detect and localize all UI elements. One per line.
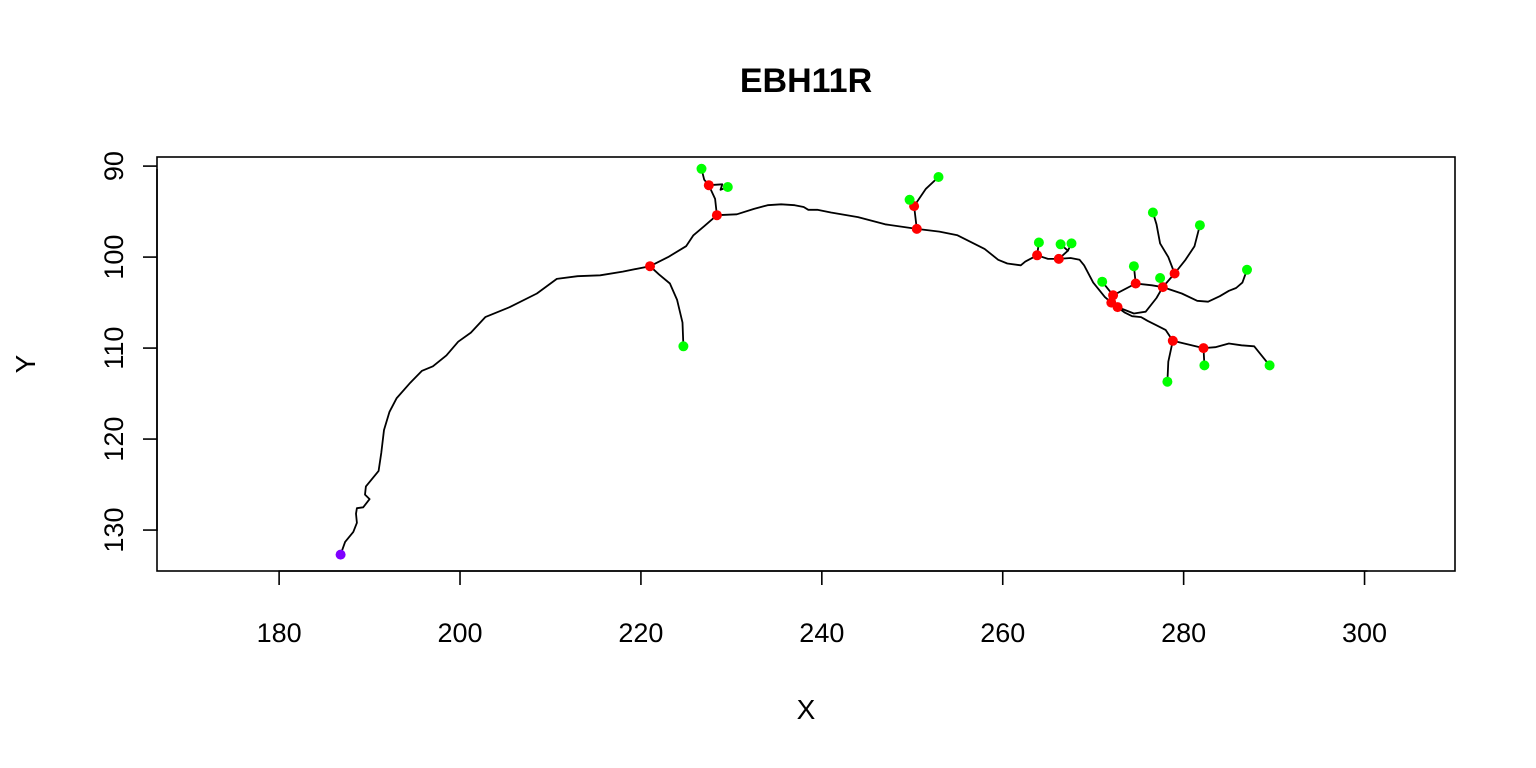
- branch-point-9: [1112, 302, 1123, 313]
- x-tick-label-260: 260: [980, 618, 1025, 648]
- trace-segment-1: [649, 265, 685, 348]
- x-tick-label-240: 240: [799, 618, 844, 648]
- branch-point-0: [645, 261, 655, 272]
- branch-point-4: [911, 223, 922, 234]
- tip-point-1: [696, 163, 707, 174]
- trace-segment-16: [1166, 339, 1174, 383]
- x-tick-label-300: 300: [1342, 618, 1387, 648]
- branch-point-10: [1130, 278, 1141, 289]
- root-point-0: [335, 549, 346, 560]
- tip-point-7: [1066, 238, 1077, 249]
- tip-point-16: [1199, 360, 1210, 371]
- tip-point-0: [678, 341, 689, 352]
- y-tick-label-90: 90: [99, 151, 129, 181]
- branch-point-2: [711, 210, 722, 221]
- chart-title: EBH11R: [740, 62, 872, 100]
- tip-point-6: [1055, 239, 1066, 250]
- branch-point-6: [1053, 253, 1064, 264]
- tip-point-13: [1242, 264, 1252, 275]
- branch-point-1: [703, 180, 714, 191]
- x-tick-label-280: 280: [1161, 618, 1206, 648]
- tip-point-2: [722, 182, 733, 192]
- trace-segment-15: [1161, 268, 1248, 303]
- x-tick-label-200: 200: [437, 618, 482, 648]
- trace-segment-12: [1116, 211, 1176, 315]
- y-axis-label: Y: [10, 354, 41, 373]
- tip-point-11: [1147, 207, 1158, 218]
- tip-point-14: [1264, 360, 1275, 371]
- tip-point-10: [1155, 273, 1166, 283]
- tip-point-9: [1128, 261, 1139, 272]
- tip-point-8: [1097, 276, 1108, 287]
- branch-point-5: [1032, 250, 1043, 261]
- trace-segment-2: [700, 167, 718, 217]
- y-tick-label-130: 130: [99, 508, 129, 553]
- branch-point-14: [1198, 343, 1209, 354]
- tip-point-4: [933, 172, 944, 182]
- x-tick-label-180: 180: [257, 618, 302, 648]
- y-axis: 90 100 110 120 130: [99, 151, 158, 553]
- plot-frame: [156, 156, 1456, 572]
- y-tick-label-120: 120: [99, 417, 129, 462]
- tip-point-15: [1162, 376, 1173, 387]
- x-tick-label-220: 220: [618, 618, 663, 648]
- traces: [339, 167, 1271, 556]
- branch-point-13: [1167, 335, 1178, 346]
- trace-segment-5: [913, 176, 940, 208]
- trace-segment-14: [1173, 224, 1201, 275]
- plot-area: [156, 156, 1456, 572]
- tip-point-3: [904, 194, 915, 205]
- points: [335, 163, 1275, 560]
- trace-segment-0: [339, 203, 1271, 556]
- branch-point-11: [1157, 282, 1168, 293]
- y-tick-label-110: 110: [99, 327, 129, 370]
- branch-point-12: [1169, 268, 1180, 279]
- tip-point-5: [1033, 237, 1044, 248]
- y-tick-label-100: 100: [99, 235, 129, 280]
- x-axis: 180 200 220 240 260 280 300: [257, 570, 1387, 648]
- tip-point-12: [1194, 220, 1205, 231]
- x-axis-label: X: [797, 694, 816, 725]
